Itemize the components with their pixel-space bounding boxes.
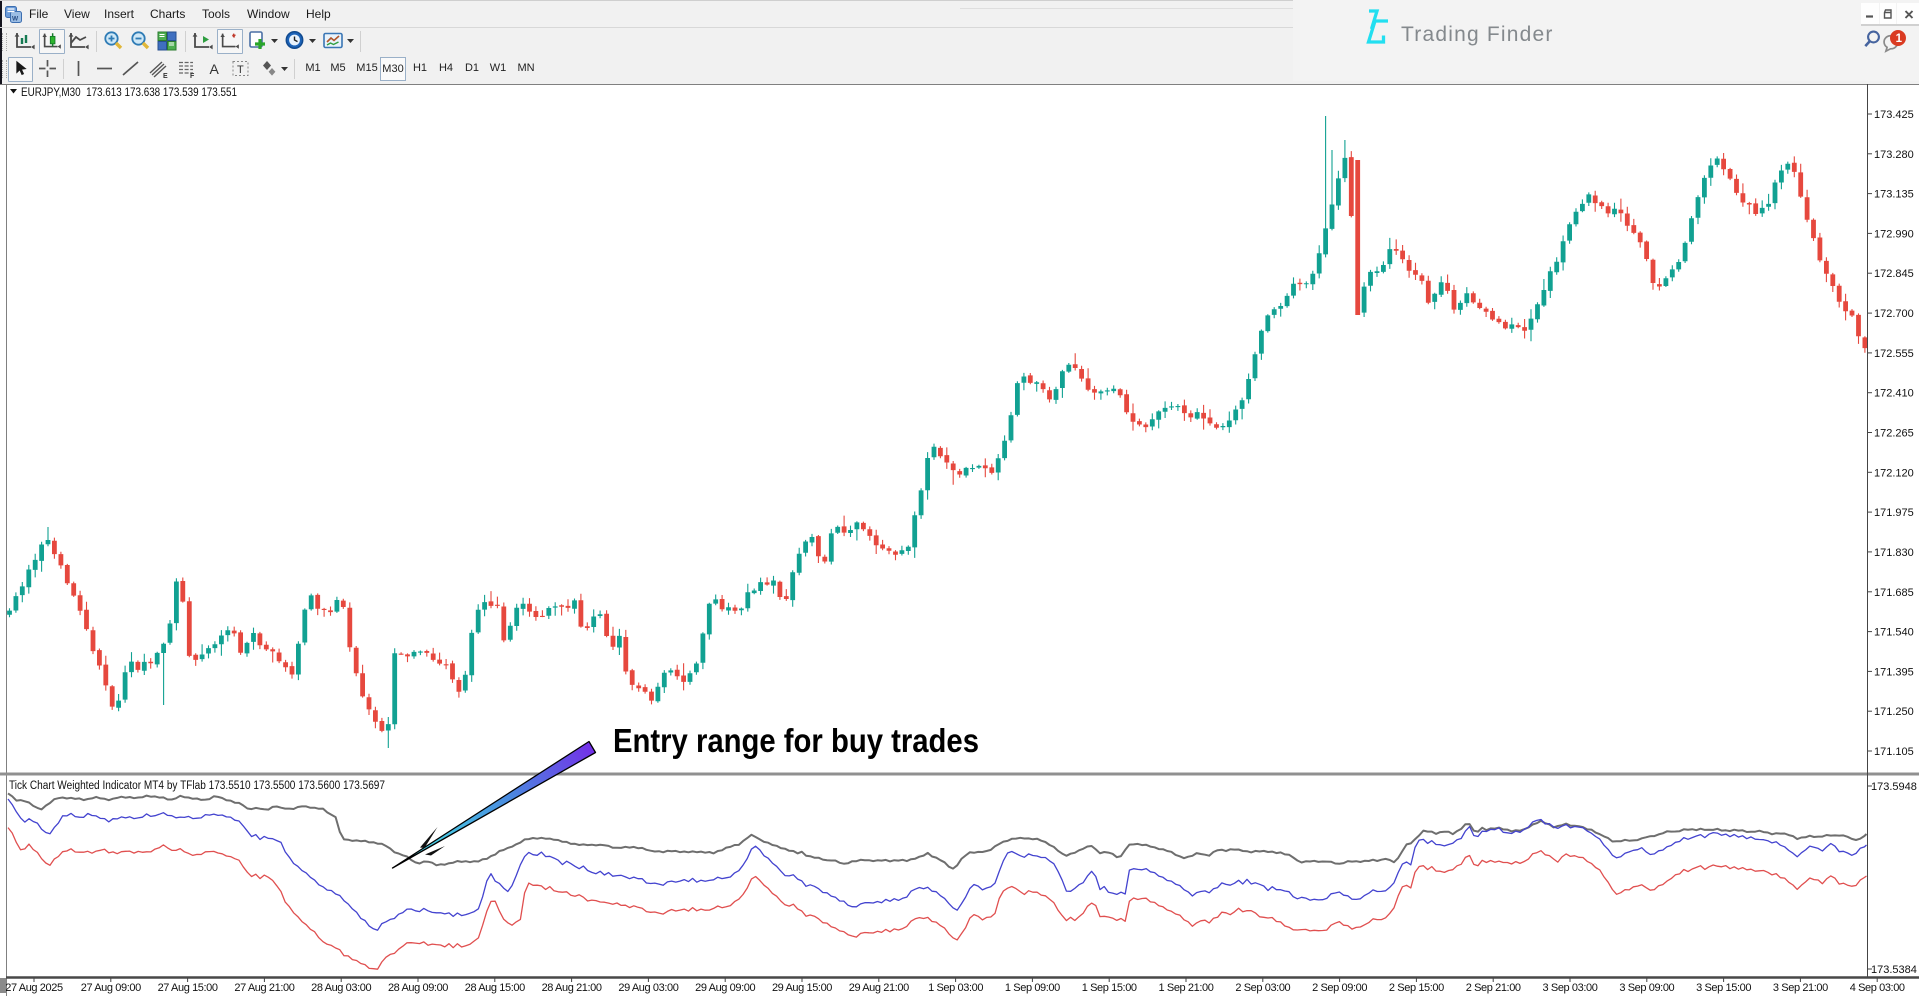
- svg-text:1 Sep 03:00: 1 Sep 03:00: [928, 982, 983, 994]
- svg-text:4 Sep 03:00: 4 Sep 03:00: [1850, 982, 1905, 994]
- svg-text:173.425: 173.425: [1874, 109, 1914, 121]
- svg-text:29 Aug 21:00: 29 Aug 21:00: [849, 982, 909, 994]
- svg-text:29 Aug 03:00: 29 Aug 03:00: [618, 982, 678, 994]
- svg-text:3 Sep 03:00: 3 Sep 03:00: [1543, 982, 1598, 994]
- svg-text:27 Aug 09:00: 27 Aug 09:00: [81, 982, 141, 994]
- svg-text:E: E: [163, 73, 168, 80]
- svg-text:1 Sep 09:00: 1 Sep 09:00: [1005, 982, 1060, 994]
- svg-text:172.555: 172.555: [1874, 348, 1914, 360]
- svg-text:171.975: 171.975: [1874, 507, 1914, 519]
- svg-text:28 Aug 09:00: 28 Aug 09:00: [388, 982, 448, 994]
- svg-text:27 Aug 21:00: 27 Aug 21:00: [234, 982, 294, 994]
- svg-text:28 Aug 15:00: 28 Aug 15:00: [465, 982, 525, 994]
- svg-text:171.105: 171.105: [1874, 746, 1914, 758]
- svg-text:1: 1: [1896, 33, 1903, 45]
- svg-text:171.250: 171.250: [1874, 706, 1914, 718]
- svg-text:27 Aug 15:00: 27 Aug 15:00: [158, 982, 218, 994]
- svg-text:172.990: 172.990: [1874, 228, 1914, 240]
- svg-text:28 Aug 03:00: 28 Aug 03:00: [311, 982, 371, 994]
- svg-text:171.830: 171.830: [1874, 547, 1914, 559]
- svg-text:A: A: [210, 61, 220, 77]
- svg-text:EURJPY,M30 173.613 173.638 17: EURJPY,M30 173.613 173.638 173.539 173.5…: [21, 87, 237, 99]
- svg-text:172.410: 172.410: [1874, 388, 1914, 400]
- svg-text:29 Aug 09:00: 29 Aug 09:00: [695, 982, 755, 994]
- svg-text:172.120: 172.120: [1874, 467, 1914, 479]
- svg-text:2 Sep 03:00: 2 Sep 03:00: [1235, 982, 1290, 994]
- svg-text:Tick Chart Weighted Indicator: Tick Chart Weighted Indicator MT4 by TFl…: [9, 780, 385, 792]
- svg-text:27 Aug 2025: 27 Aug 2025: [5, 982, 63, 994]
- svg-text:3 Sep 21:00: 3 Sep 21:00: [1773, 982, 1828, 994]
- svg-text:171.540: 171.540: [1874, 627, 1914, 639]
- svg-text:2 Sep 09:00: 2 Sep 09:00: [1312, 982, 1367, 994]
- svg-text:171.395: 171.395: [1874, 666, 1914, 678]
- svg-text:173.280: 173.280: [1874, 149, 1914, 161]
- svg-text:173.135: 173.135: [1874, 189, 1914, 201]
- svg-text:3 Sep 15:00: 3 Sep 15:00: [1696, 982, 1751, 994]
- svg-text:T: T: [237, 64, 244, 76]
- svg-text:1 Sep 15:00: 1 Sep 15:00: [1082, 982, 1137, 994]
- svg-text:F: F: [190, 73, 195, 80]
- svg-text:171.685: 171.685: [1874, 587, 1914, 599]
- svg-text:173.5948: 173.5948: [1871, 781, 1917, 793]
- svg-text:2 Sep 21:00: 2 Sep 21:00: [1466, 982, 1521, 994]
- svg-text:3 Sep 09:00: 3 Sep 09:00: [1619, 982, 1674, 994]
- svg-text:28 Aug 21:00: 28 Aug 21:00: [542, 982, 602, 994]
- svg-text:172.265: 172.265: [1874, 428, 1914, 440]
- svg-text:Entry range for buy trades: Entry range for buy trades: [613, 722, 979, 759]
- svg-text:W: W: [12, 16, 19, 23]
- svg-text:172.700: 172.700: [1874, 308, 1914, 320]
- svg-text:1 Sep 21:00: 1 Sep 21:00: [1159, 982, 1214, 994]
- svg-text:172.845: 172.845: [1874, 268, 1914, 280]
- svg-text:29 Aug 15:00: 29 Aug 15:00: [772, 982, 832, 994]
- svg-text:173.5384: 173.5384: [1871, 964, 1917, 976]
- svg-text:2 Sep 15:00: 2 Sep 15:00: [1389, 982, 1444, 994]
